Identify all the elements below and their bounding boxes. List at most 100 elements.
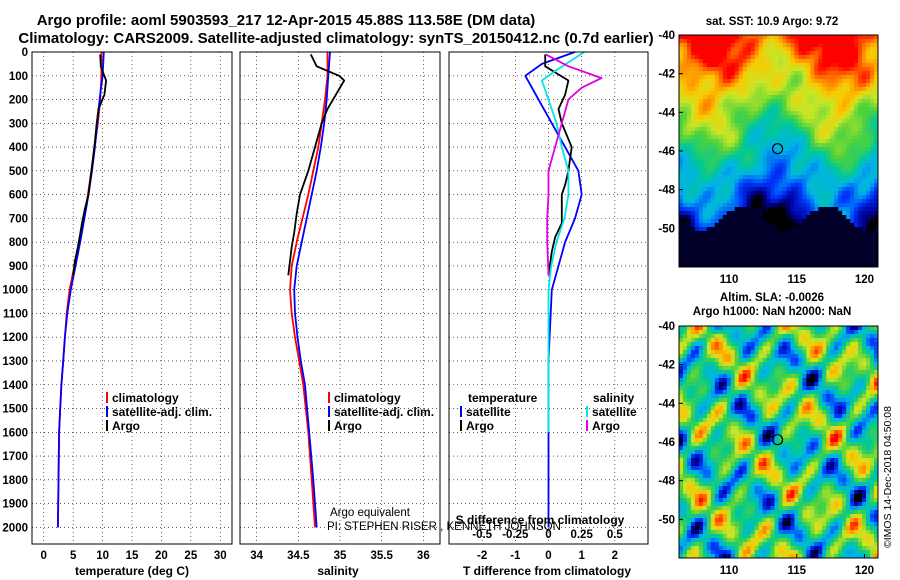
map-cell: [866, 83, 871, 88]
map-cell: [710, 83, 716, 88]
map-cell: [698, 159, 704, 164]
map-cell: [750, 227, 756, 232]
map-cell: [814, 338, 819, 343]
map-cell: [846, 414, 851, 419]
map-cell: [718, 446, 724, 451]
map-cell: [850, 378, 855, 383]
map-cell: [738, 119, 744, 124]
map-cell: [834, 55, 839, 60]
map-cell: [714, 378, 720, 383]
map-cell: [806, 151, 811, 156]
map-cell: [682, 175, 688, 180]
map-cell: [814, 454, 819, 459]
map-cell: [722, 147, 728, 152]
map-cell: [738, 338, 744, 343]
map-cell: [850, 159, 855, 164]
map-cell: [802, 470, 807, 475]
map-cell: [834, 99, 839, 104]
map-cell: [706, 259, 712, 264]
map-cell: [734, 251, 740, 256]
map-cell: [742, 247, 748, 252]
ytick-label-600: 600: [9, 190, 28, 202]
map-cell: [714, 239, 720, 244]
map-cell: [794, 251, 799, 256]
map-cell: [758, 326, 763, 331]
map-cell: [806, 131, 811, 136]
map-cell: [738, 251, 744, 256]
map-cell: [794, 342, 799, 347]
legend-label-satellite: satellite-adj. clim.: [112, 405, 212, 419]
map-cell: [822, 159, 827, 164]
map-cell: [762, 111, 767, 116]
map-cell: [862, 71, 867, 76]
map-cell: [762, 211, 767, 216]
map-cell: [706, 107, 712, 112]
map-cell: [822, 115, 827, 120]
map-cell: [830, 255, 835, 260]
map-cell: [822, 55, 827, 60]
map-cell: [730, 366, 736, 371]
map-cell: [758, 255, 763, 260]
map-cell: [734, 370, 740, 375]
map-cell: [714, 143, 720, 148]
map-cell: [742, 346, 748, 351]
map-cell: [682, 131, 688, 136]
map-cell: [686, 390, 692, 395]
map-cell: [750, 83, 756, 88]
map-cell: [794, 247, 799, 252]
map-cell: [690, 91, 696, 96]
map-cell: [786, 139, 791, 144]
map-cell: [738, 219, 744, 224]
map-cell: [782, 454, 787, 459]
map-cell: [679, 434, 684, 439]
map-cell: [754, 378, 759, 383]
map-cell: [786, 382, 791, 387]
map-cell: [850, 99, 855, 104]
map-cell: [870, 219, 875, 224]
map-cell: [854, 199, 859, 204]
map-cell: [814, 243, 819, 248]
map-cell: [826, 382, 831, 387]
map-cell: [874, 386, 879, 391]
map-cell: [698, 378, 704, 383]
map-cell: [850, 338, 855, 343]
map-cell: [750, 51, 756, 56]
map-cell: [722, 239, 728, 244]
map-cell: [770, 47, 775, 52]
map-cell: [806, 251, 811, 256]
map-cell: [722, 111, 728, 116]
legend-label-sal-argo: Argo: [592, 419, 620, 433]
map-cell: [850, 79, 855, 84]
map-cell: [846, 135, 851, 140]
map-cell: [750, 390, 756, 395]
map-cell: [778, 370, 783, 375]
map-cell: [722, 414, 728, 419]
map-cell: [679, 219, 684, 224]
map-cell: [814, 159, 819, 164]
map-cell: [874, 155, 879, 160]
map-cell: [738, 127, 744, 132]
map-cell: [874, 430, 879, 435]
map-cell: [682, 382, 688, 387]
map-cell: [750, 79, 756, 84]
map-cell: [679, 127, 684, 132]
map-cell: [874, 243, 879, 248]
map-cell: [782, 446, 787, 451]
map-cell: [798, 422, 803, 427]
map-cell: [838, 55, 843, 60]
map-cell: [854, 438, 859, 443]
map-cell: [786, 430, 791, 435]
map-cell: [794, 131, 799, 136]
map-cell: [742, 446, 748, 451]
map-cell: [870, 39, 875, 44]
map-cell: [842, 119, 847, 124]
map-cell: [790, 374, 795, 379]
map-cell: [830, 390, 835, 395]
map-cell: [702, 163, 708, 168]
map-cell: [718, 91, 724, 96]
map-cell: [818, 207, 823, 212]
map-cell: [838, 127, 843, 132]
map-cell: [754, 71, 759, 76]
map-cell: [802, 247, 807, 252]
map-cell: [774, 35, 779, 40]
